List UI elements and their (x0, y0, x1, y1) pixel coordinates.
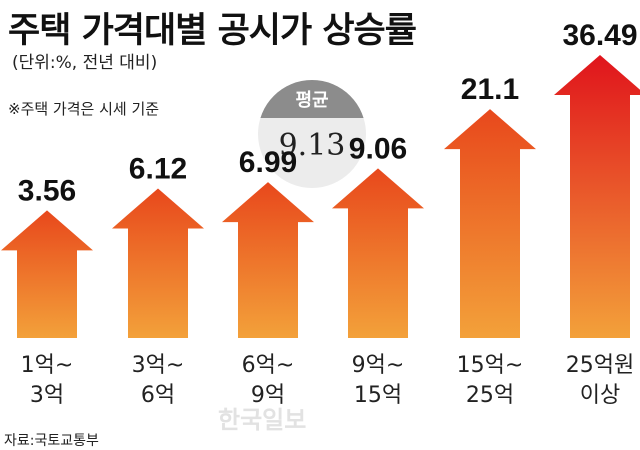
bar-arrow-1 (1, 210, 93, 338)
value-label-5: 21.1 (461, 73, 519, 106)
bar-arrow-3 (222, 182, 314, 338)
value-label-2: 6.12 (129, 152, 187, 185)
value-label-1: 3.56 (18, 174, 76, 207)
category-label-4-line-1: 9억~ (352, 353, 405, 378)
category-label-1-line-1: 1억~ (21, 353, 74, 378)
category-label-4-line-2: 15억 (354, 383, 402, 408)
category-label-2-line-1: 3억~ (132, 353, 185, 378)
category-label-6-line-2: 이상 (580, 383, 620, 408)
value-label-4: 9.06 (349, 132, 407, 165)
value-label-3: 6.99 (239, 146, 297, 179)
bar-arrow-4 (332, 168, 424, 338)
category-label-5-line-2: 25억 (466, 383, 514, 408)
bar-arrow-2 (112, 188, 204, 338)
watermark: 한국일보 (218, 400, 306, 435)
bar-arrow-6 (554, 55, 640, 338)
category-label-5-line-1: 15억~ (457, 353, 524, 378)
category-label-2-line-2: 6억 (141, 383, 175, 408)
bar-arrow-5 (444, 109, 536, 338)
category-label-6-line-1: 25억원 (566, 353, 634, 378)
value-label-6: 36.49 (562, 19, 637, 52)
category-label-1-line-2: 3억 (30, 383, 64, 408)
source-note: 자료:국토교통부 (4, 430, 99, 450)
category-label-3-line-1: 6억~ (242, 353, 295, 378)
